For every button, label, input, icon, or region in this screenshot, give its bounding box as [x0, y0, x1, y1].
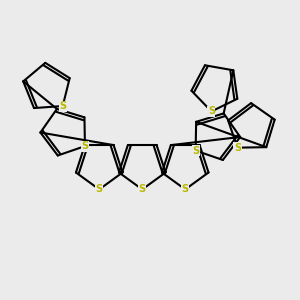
Text: S: S: [192, 146, 199, 156]
Text: S: S: [139, 184, 146, 194]
Text: S: S: [81, 141, 88, 151]
Text: S: S: [208, 106, 215, 116]
Text: S: S: [96, 184, 103, 194]
Text: S: S: [234, 143, 241, 153]
Text: S: S: [59, 101, 66, 111]
Text: S: S: [182, 184, 189, 194]
